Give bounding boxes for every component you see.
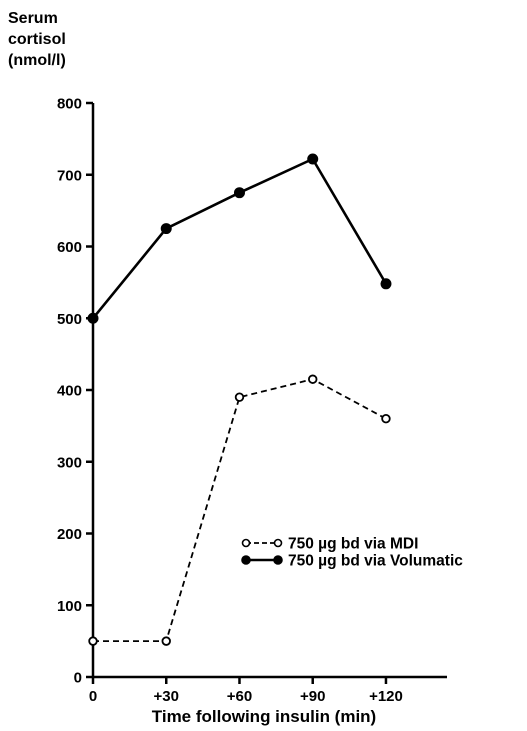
x-tick-label: 0	[89, 688, 97, 705]
legend-label: 750 µg bd via MDI	[288, 536, 418, 553]
legend-label: 750 µg bd via Volumatic	[288, 553, 463, 570]
y-axis-label-line-1: Serum	[8, 10, 58, 27]
y-tick-label: 200	[57, 526, 82, 543]
y-tick-label: 400	[57, 383, 82, 400]
data-point	[233, 187, 245, 199]
data-point	[88, 636, 98, 646]
series-volumatic	[87, 153, 392, 324]
data-point	[161, 636, 171, 646]
y-axis-label-line-2: cortisol	[8, 31, 66, 48]
data-point	[234, 392, 245, 402]
data-point	[307, 153, 319, 165]
data-point	[308, 374, 318, 384]
x-tick-label: +60	[227, 688, 252, 705]
series-line	[93, 378, 387, 642]
data-point	[87, 312, 99, 324]
y-tick-label: 600	[57, 239, 82, 256]
legend-marker	[241, 538, 251, 548]
y-tick-label: 100	[57, 598, 82, 615]
series-layer	[87, 153, 392, 646]
series-mdi	[88, 374, 391, 646]
series-line	[91, 157, 388, 320]
x-tick-label: +30	[154, 688, 179, 705]
legend-marker	[273, 555, 283, 565]
y-axis-label-line-3: (nmol/l)	[8, 52, 66, 69]
axes: 0 100 200 300 400 500 600 700 800 0 +30 +60 +90 +120	[57, 96, 447, 705]
y-tick-label: 300	[57, 454, 82, 471]
x-tick-label: +120	[369, 688, 403, 705]
x-tick-label: +90	[300, 688, 325, 705]
y-tick-label: 800	[57, 96, 82, 113]
x-axis-title: Time following insulin (min)	[152, 707, 376, 726]
y-tick-label: 700	[57, 167, 82, 184]
y-tick-label: 500	[57, 311, 82, 328]
data-point	[381, 414, 391, 424]
y-tick-label: 0	[74, 670, 82, 687]
legend-marker	[273, 538, 283, 548]
data-point	[160, 223, 172, 235]
legend-marker	[241, 555, 251, 565]
data-point	[380, 278, 392, 290]
